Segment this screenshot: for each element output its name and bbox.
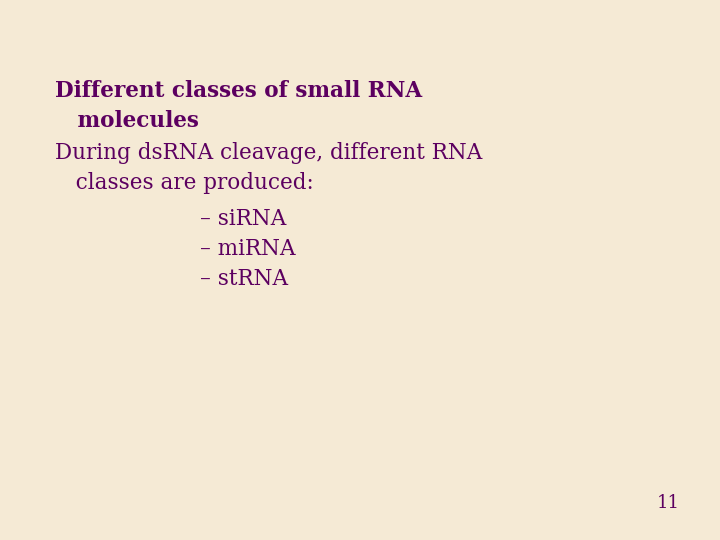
Text: 11: 11	[657, 494, 680, 512]
Text: – siRNA: – siRNA	[200, 208, 287, 230]
Text: – stRNA: – stRNA	[200, 268, 288, 290]
Text: molecules: molecules	[55, 110, 199, 132]
Text: Different classes of small RNA: Different classes of small RNA	[55, 80, 422, 102]
Text: During dsRNA cleavage, different RNA: During dsRNA cleavage, different RNA	[55, 142, 482, 164]
Text: – miRNA: – miRNA	[200, 238, 295, 260]
Text: classes are produced:: classes are produced:	[55, 172, 314, 194]
